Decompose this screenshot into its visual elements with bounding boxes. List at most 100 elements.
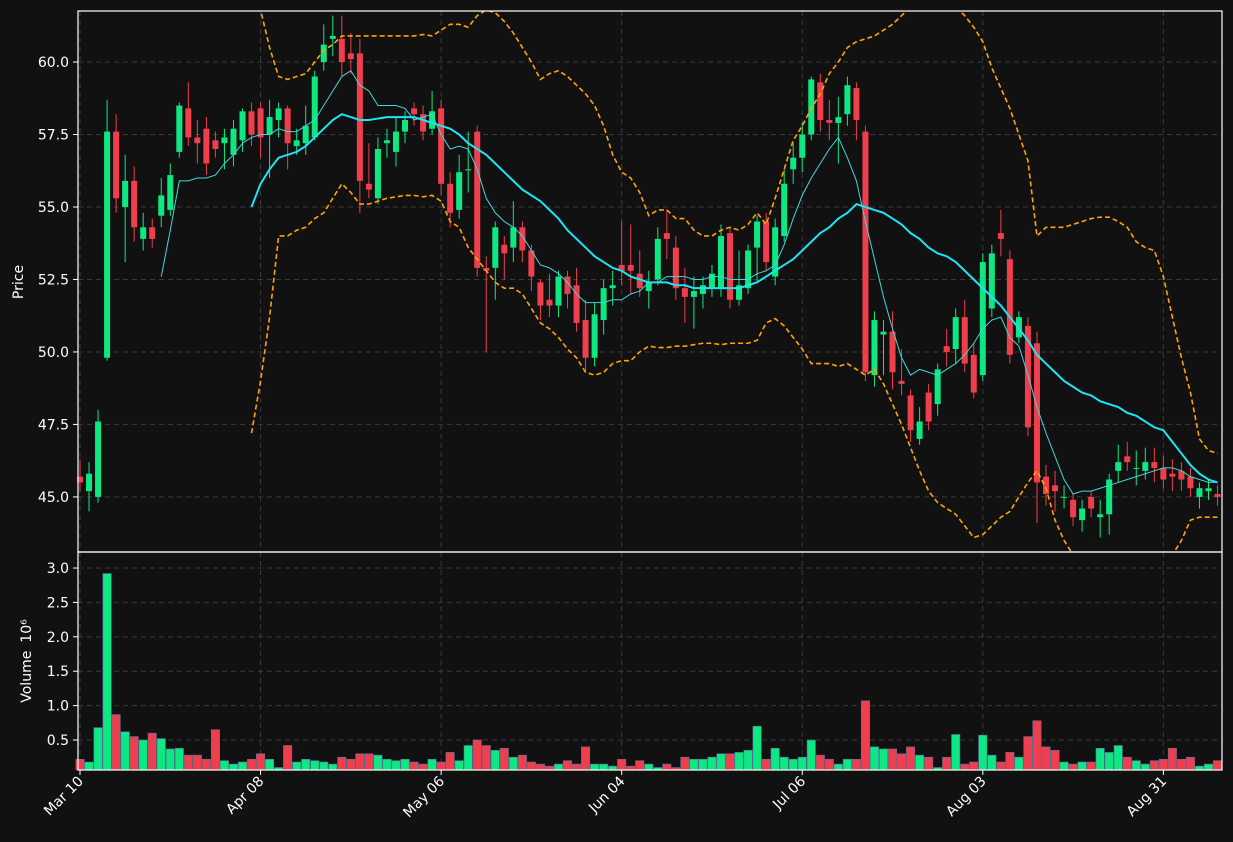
candle-body xyxy=(997,233,1004,239)
candle-body xyxy=(374,149,381,199)
volume-bar xyxy=(842,758,852,771)
candle-body xyxy=(257,108,264,138)
candle-body xyxy=(898,380,905,384)
candle-body xyxy=(474,131,481,268)
candle-body xyxy=(627,264,634,271)
overlay-line xyxy=(260,11,1218,455)
volume-bar xyxy=(806,739,816,771)
volume-bar xyxy=(183,754,193,771)
volume-bar xyxy=(680,756,690,771)
candle-body xyxy=(501,244,508,254)
candle-body xyxy=(636,273,643,289)
candle-body xyxy=(564,276,571,294)
candle-body xyxy=(871,320,878,376)
volume-bar xyxy=(1158,758,1168,771)
volume-bar xyxy=(436,761,446,771)
overlay-line xyxy=(160,70,1218,495)
candle-body xyxy=(1106,479,1113,515)
candle-body xyxy=(1006,259,1013,355)
volume-bar xyxy=(1149,760,1159,771)
candle-body xyxy=(86,473,93,492)
candle-body xyxy=(889,331,896,373)
candle-body xyxy=(347,53,354,60)
volume-bar xyxy=(878,748,888,771)
candle-body xyxy=(1178,470,1185,480)
volume-bar xyxy=(265,758,275,771)
candle-body xyxy=(338,38,345,63)
candle-body xyxy=(483,267,490,271)
candle-body xyxy=(167,175,174,210)
volume-bar xyxy=(84,761,94,771)
candle-body xyxy=(727,233,734,300)
volume-bar xyxy=(1204,763,1214,771)
volume-offset: 10⁶ xyxy=(19,619,35,643)
candle-body xyxy=(392,131,399,152)
volume-bar xyxy=(662,763,672,771)
y-tick-label: 55.0 xyxy=(38,200,69,216)
candle-body xyxy=(745,250,752,289)
volume-bar xyxy=(743,750,753,771)
volume-bar xyxy=(1213,760,1223,771)
volume-bar xyxy=(770,747,780,771)
volume-bar xyxy=(599,763,609,771)
candle-body xyxy=(618,264,625,271)
y-tick-label: 60.0 xyxy=(38,55,69,71)
candle-body xyxy=(284,108,291,144)
candle-body xyxy=(248,111,255,135)
volume-bar xyxy=(725,753,735,771)
volume-bar xyxy=(1104,752,1114,771)
volume-bar xyxy=(1095,747,1105,771)
candle-body xyxy=(591,314,598,358)
volume-bar xyxy=(337,756,347,771)
candle-body xyxy=(717,235,724,289)
candle-body xyxy=(862,131,869,373)
volume-bar xyxy=(364,753,374,771)
volume-bar xyxy=(924,756,934,771)
volume-bar xyxy=(815,754,825,771)
volume-label: Volume xyxy=(19,651,35,703)
y-tick-label: 57.5 xyxy=(38,128,69,144)
candle-body xyxy=(1151,462,1158,468)
candle-body xyxy=(293,140,300,147)
candle-body xyxy=(699,285,706,294)
candle-body xyxy=(781,183,788,236)
volume-bar xyxy=(201,758,211,771)
y-tick-label: 2.5 xyxy=(47,595,69,611)
volume-bar xyxy=(490,750,500,771)
candle-body xyxy=(772,227,779,277)
candle-body xyxy=(519,227,526,251)
volume-bar xyxy=(111,714,121,771)
volume-bar xyxy=(147,732,157,771)
candle-body xyxy=(663,233,670,239)
volume-bar xyxy=(788,758,798,771)
volume-bar xyxy=(409,761,419,771)
volume-bar xyxy=(581,746,591,771)
volume-bar xyxy=(174,747,184,771)
volume-bar xyxy=(779,756,789,771)
volume-bar xyxy=(897,753,907,771)
volume-bar xyxy=(1185,756,1195,771)
y-tick-label: 50.0 xyxy=(38,345,69,361)
candle-body xyxy=(149,227,156,239)
volume-bar xyxy=(734,752,744,771)
candle-body xyxy=(465,169,472,171)
volume-bar xyxy=(888,748,898,771)
y-tick-label: 47.5 xyxy=(38,417,69,433)
candle-body xyxy=(456,172,463,210)
volume-bar xyxy=(1113,745,1123,771)
candle-body xyxy=(952,317,959,350)
candle-body xyxy=(320,44,327,63)
volume-bar xyxy=(247,758,257,771)
volume-bar xyxy=(427,758,437,771)
volume-bar xyxy=(301,758,311,771)
candle-body xyxy=(221,137,228,144)
candle-body xyxy=(239,111,246,141)
price-axis-label: Price xyxy=(11,265,27,299)
candle-body xyxy=(754,221,761,248)
volume-bar xyxy=(283,745,293,771)
overlay-line xyxy=(250,182,1218,552)
volume-bar xyxy=(590,763,600,771)
volume-bar xyxy=(906,746,916,771)
volume-bar xyxy=(373,754,383,771)
y-tick-label: 0.5 xyxy=(47,733,69,749)
